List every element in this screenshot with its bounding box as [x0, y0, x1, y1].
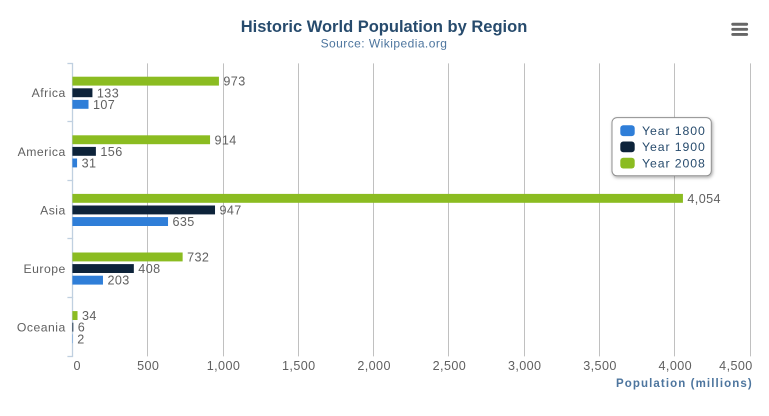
svg-text:107: 107 — [93, 98, 115, 112]
svg-text:America: America — [18, 145, 66, 159]
svg-text:Oceania: Oceania — [17, 321, 66, 335]
svg-text:Africa: Africa — [32, 86, 66, 100]
svg-text:914: 914 — [215, 133, 237, 147]
svg-text:4,500: 4,500 — [719, 359, 753, 373]
svg-text:4,000: 4,000 — [659, 359, 693, 373]
svg-text:3,000: 3,000 — [508, 359, 542, 373]
svg-text:2: 2 — [77, 332, 84, 346]
svg-text:6: 6 — [78, 321, 85, 335]
svg-text:Europe: Europe — [23, 262, 65, 276]
svg-text:Asia: Asia — [40, 203, 66, 217]
svg-text:31: 31 — [82, 157, 97, 171]
svg-text:Source: Wikipedia.org: Source: Wikipedia.org — [321, 37, 448, 51]
svg-text:Year 2008: Year 2008 — [642, 156, 706, 170]
svg-text:2,000: 2,000 — [357, 359, 391, 373]
svg-text:156: 156 — [100, 145, 122, 159]
svg-text:3,500: 3,500 — [583, 359, 617, 373]
svg-text:732: 732 — [187, 251, 209, 265]
svg-text:Population (millions): Population (millions) — [616, 378, 753, 390]
svg-text:408: 408 — [138, 262, 160, 276]
svg-text:203: 203 — [108, 274, 130, 288]
svg-text:973: 973 — [223, 75, 245, 89]
svg-text:Year 1800: Year 1800 — [642, 124, 706, 138]
svg-text:635: 635 — [173, 215, 195, 229]
svg-text:Year 1900: Year 1900 — [642, 140, 706, 154]
svg-text:2,500: 2,500 — [433, 359, 467, 373]
svg-text:1,000: 1,000 — [207, 359, 241, 373]
svg-text:133: 133 — [97, 86, 119, 100]
svg-text:500: 500 — [137, 359, 159, 373]
svg-text:Historic World Population by R: Historic World Population by Region — [241, 18, 528, 36]
svg-text:4,054: 4,054 — [687, 192, 721, 206]
svg-text:34: 34 — [82, 309, 97, 323]
svg-text:1,500: 1,500 — [282, 359, 316, 373]
svg-text:947: 947 — [220, 204, 242, 218]
svg-text:0: 0 — [73, 359, 80, 373]
